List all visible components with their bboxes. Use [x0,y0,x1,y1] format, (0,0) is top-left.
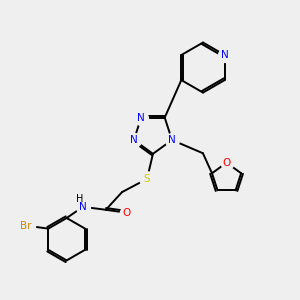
Text: H: H [76,194,83,204]
Text: N: N [137,112,145,123]
Text: Br: Br [20,221,32,231]
Text: S: S [144,174,150,184]
Text: N: N [221,50,229,60]
Text: O: O [122,208,130,218]
Text: N: N [168,135,176,145]
Text: N: N [79,202,87,212]
Text: N: N [130,135,138,145]
Text: O: O [222,158,231,168]
